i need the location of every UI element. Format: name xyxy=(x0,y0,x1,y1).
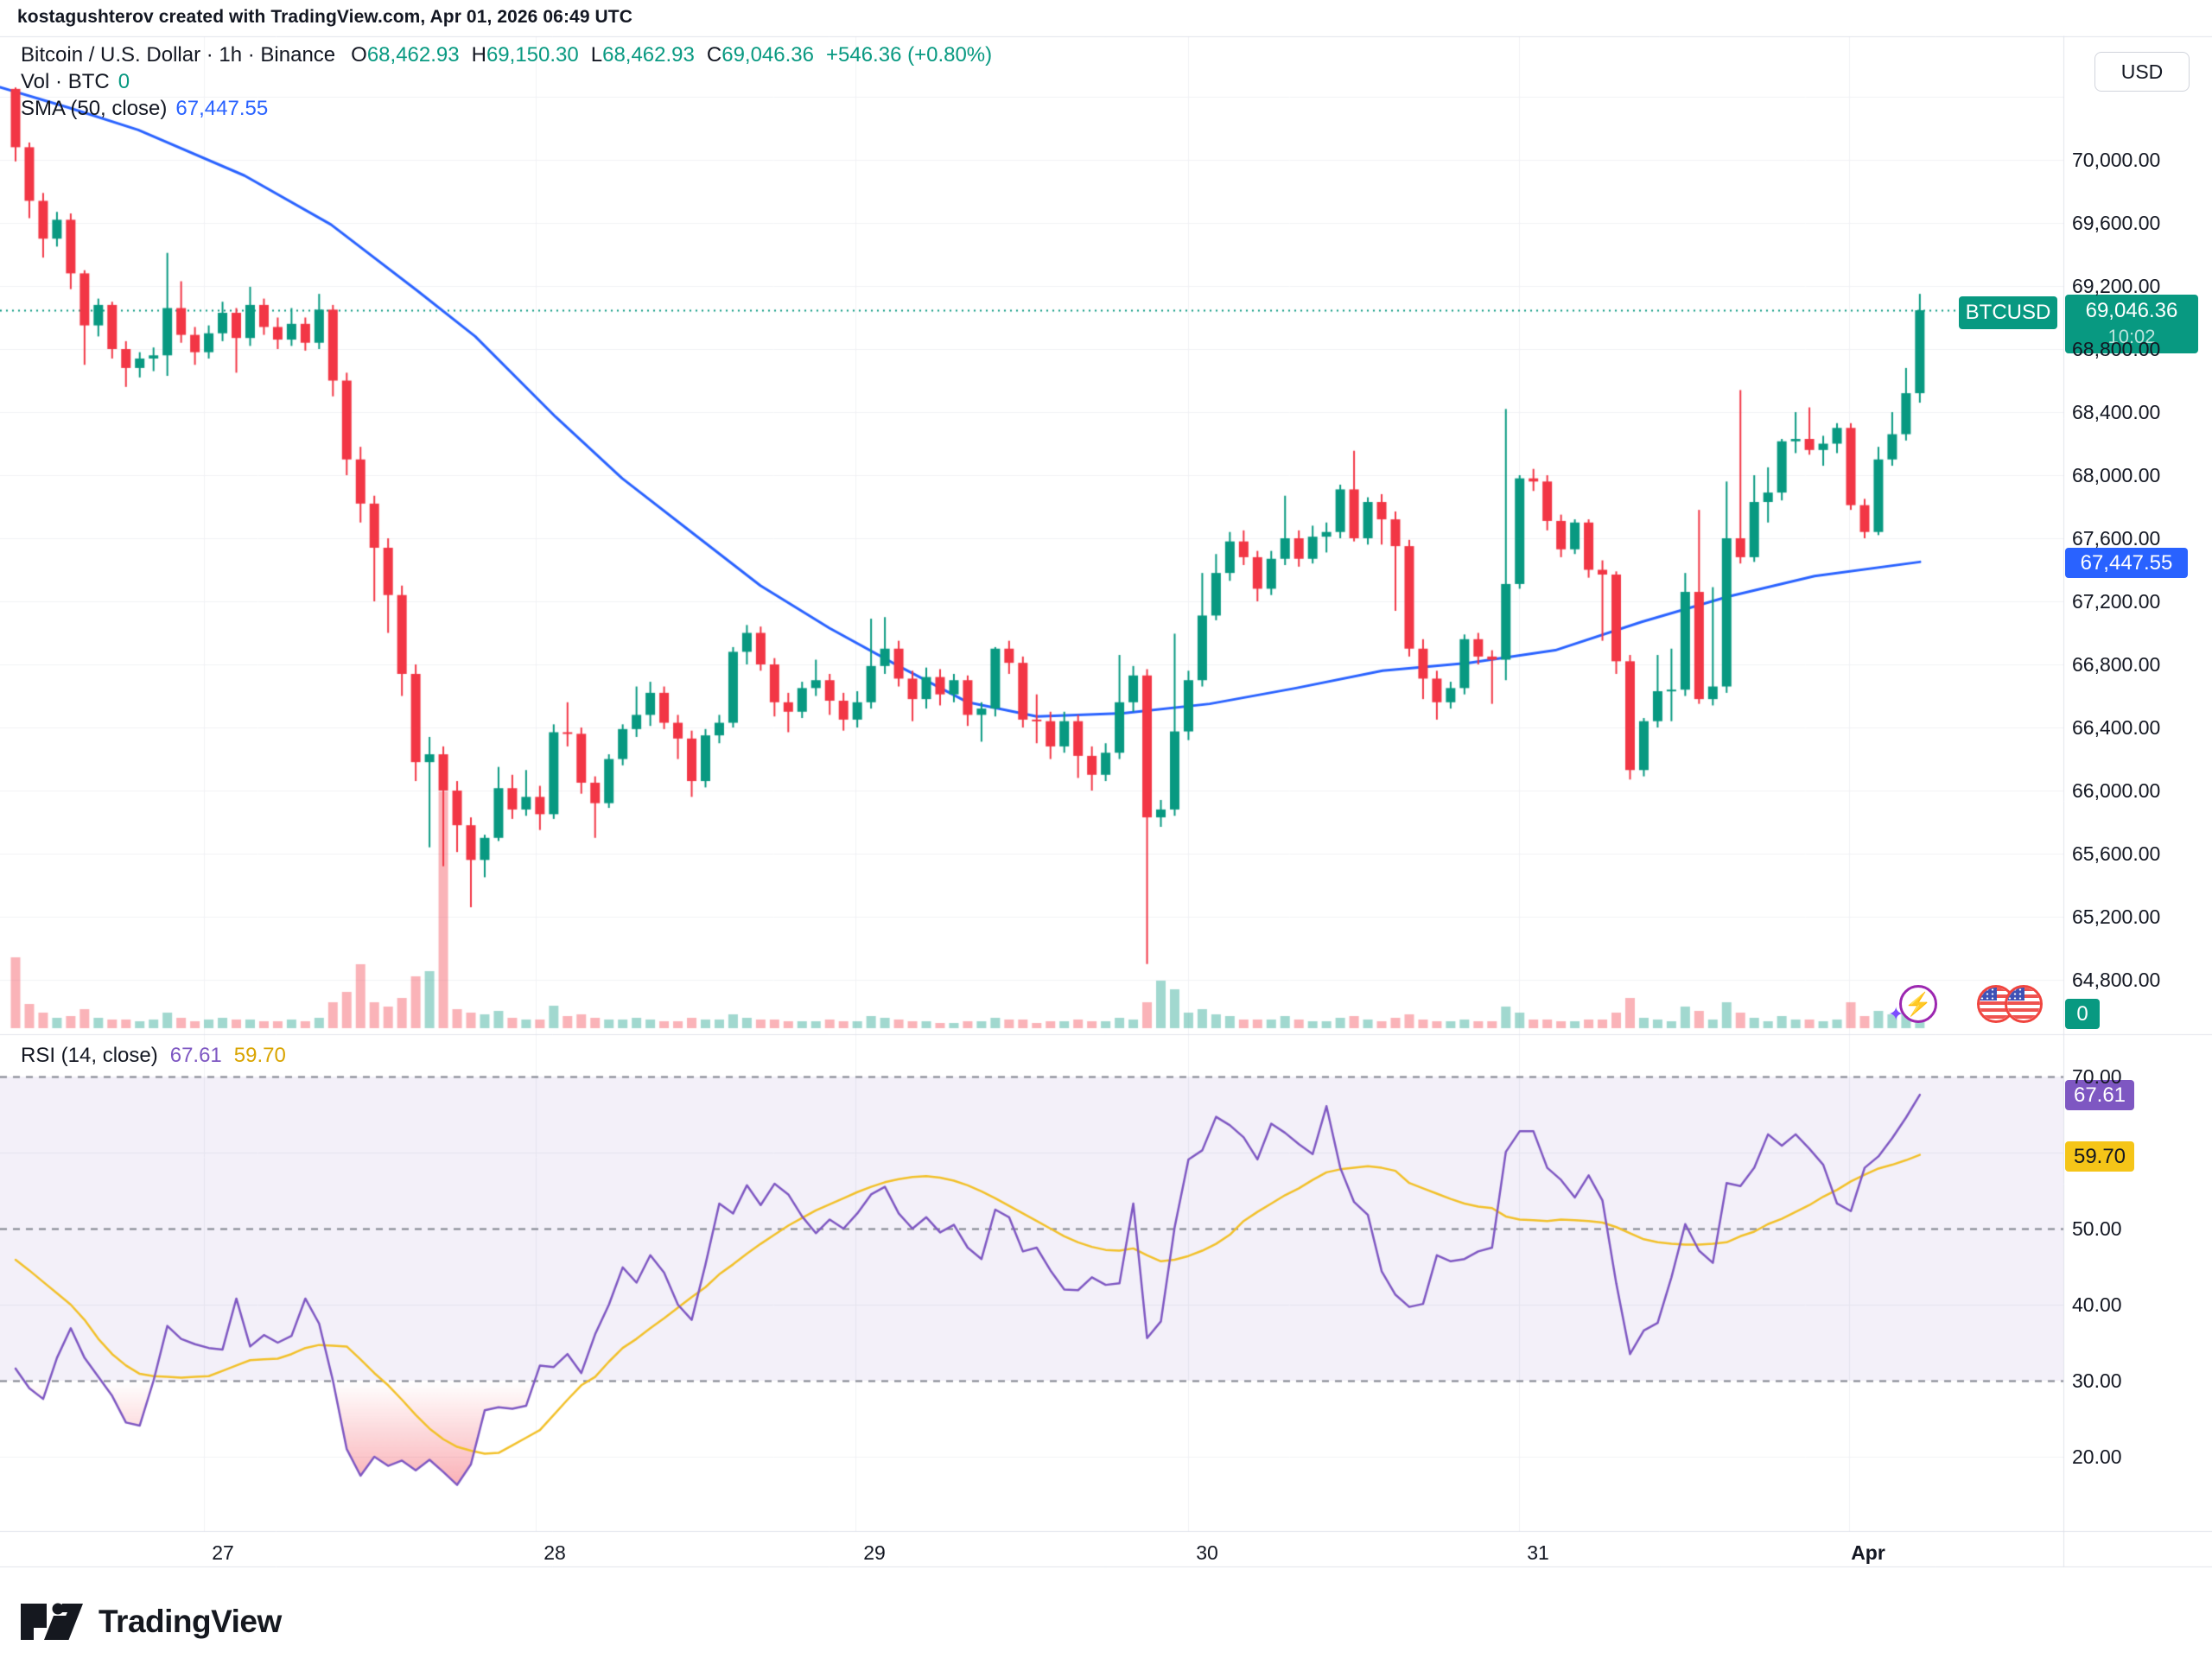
last-price-value: 69,046.36 xyxy=(2085,299,2178,322)
bar-countdown: 10:02 xyxy=(2107,326,2156,347)
rsi-value-badge: 67.61 xyxy=(2065,1080,2134,1110)
change-value: +546.36 (+0.80%) xyxy=(826,43,993,67)
tradingview-logo-mark xyxy=(21,1603,83,1640)
rsi-value: 67.61 xyxy=(169,1044,222,1067)
sparkle-icon: ✦ xyxy=(1888,1003,1904,1025)
price-axis-label: 65,600.00 xyxy=(2072,842,2161,865)
rsi-axis-label: 30.00 xyxy=(2072,1369,2122,1392)
rsi-axis-label: 20.00 xyxy=(2072,1445,2122,1468)
chart-legend: Bitcoin / U.S. Dollar · 1h · Binance O68… xyxy=(21,41,992,122)
time-axis-label: 29 xyxy=(863,1541,886,1564)
price-axis-label: 66,800.00 xyxy=(2072,653,2161,676)
time-axis-label: 31 xyxy=(1527,1541,1549,1564)
time-axis-label: Apr xyxy=(1851,1541,1885,1564)
attribution-text: kostagushterov created with TradingView.… xyxy=(17,7,632,27)
price-axis-label: 65,200.00 xyxy=(2072,905,2161,928)
rsi-ma-value: 59.70 xyxy=(233,1044,286,1067)
sma-price-badge: 67,447.55 xyxy=(2065,548,2188,578)
rsi-axis-label: 40.00 xyxy=(2072,1293,2122,1316)
close-label: C xyxy=(706,43,722,67)
volume-label: Vol · BTC xyxy=(21,70,110,93)
symbol-price-label: BTCUSD xyxy=(1959,296,2057,329)
rsi-axis-label: 70.00 xyxy=(2072,1065,2122,1088)
price-axis-label: 70,000.00 xyxy=(2072,149,2161,171)
price-axis-label: 69,600.00 xyxy=(2072,212,2161,234)
ai-lightning-icon[interactable]: ⚡ ✦ xyxy=(1888,985,1937,1025)
high-value: 69,150.30 xyxy=(486,43,579,67)
price-axis-label: 69,200.00 xyxy=(2072,275,2161,297)
time-axis-label: 30 xyxy=(1196,1541,1218,1564)
price-axis-label: 64,800.00 xyxy=(2072,969,2161,991)
us-flag-image-2 xyxy=(2007,988,2040,1020)
tradingview-logo[interactable]: TradingView xyxy=(19,1600,282,1643)
close-value: 69,046.36 xyxy=(721,43,814,67)
symbol-title: Bitcoin / U.S. Dollar · 1h · Binance xyxy=(21,43,336,67)
us-flag-icon-2[interactable] xyxy=(2005,985,2043,1023)
rsi-label: RSI (14, close) xyxy=(21,1044,158,1067)
low-label: L xyxy=(590,43,603,67)
sma-value: 67,447.55 xyxy=(175,97,269,120)
price-axis-label: 68,400.00 xyxy=(2072,401,2161,423)
price-axis-label: 68,800.00 xyxy=(2072,338,2161,360)
volume-badge: 0 xyxy=(2065,999,2100,1029)
high-label: H xyxy=(471,43,486,67)
last-price-badge: 69,046.36 10:02 xyxy=(2065,295,2198,353)
sma-label: SMA (50, close) xyxy=(21,97,168,120)
rsi-axis-label: 50.00 xyxy=(2072,1217,2122,1240)
low-value: 68,462.93 xyxy=(602,43,695,67)
price-axis-label: 67,200.00 xyxy=(2072,590,2161,613)
currency-button[interactable]: USD xyxy=(2094,52,2190,92)
tradingview-logo-text: TradingView xyxy=(99,1604,282,1639)
open-label: O xyxy=(351,43,367,67)
rsi-ma-value-badge: 59.70 xyxy=(2065,1141,2134,1172)
price-axis-label: 68,000.00 xyxy=(2072,464,2161,486)
sma-legend-row[interactable]: SMA (50, close) 67,447.55 xyxy=(21,95,992,122)
price-axis-label: 67,600.00 xyxy=(2072,527,2161,550)
ohlc-values: O68,462.93 H69,150.30 L68,462.93 C69,046… xyxy=(351,41,992,68)
symbol-legend-row[interactable]: Bitcoin / U.S. Dollar · 1h · Binance O68… xyxy=(21,41,992,68)
volume-value: 0 xyxy=(118,70,130,93)
volume-legend-row[interactable]: Vol · BTC 0 xyxy=(21,68,992,95)
time-axis-label: 27 xyxy=(212,1541,234,1564)
rsi-legend-row[interactable]: RSI (14, close) 67.61 59.70 xyxy=(21,1044,286,1068)
price-axis-label: 66,000.00 xyxy=(2072,779,2161,802)
time-axis-label: 28 xyxy=(543,1541,566,1564)
price-axis-label: 66,400.00 xyxy=(2072,716,2161,739)
open-value: 68,462.93 xyxy=(366,43,460,67)
